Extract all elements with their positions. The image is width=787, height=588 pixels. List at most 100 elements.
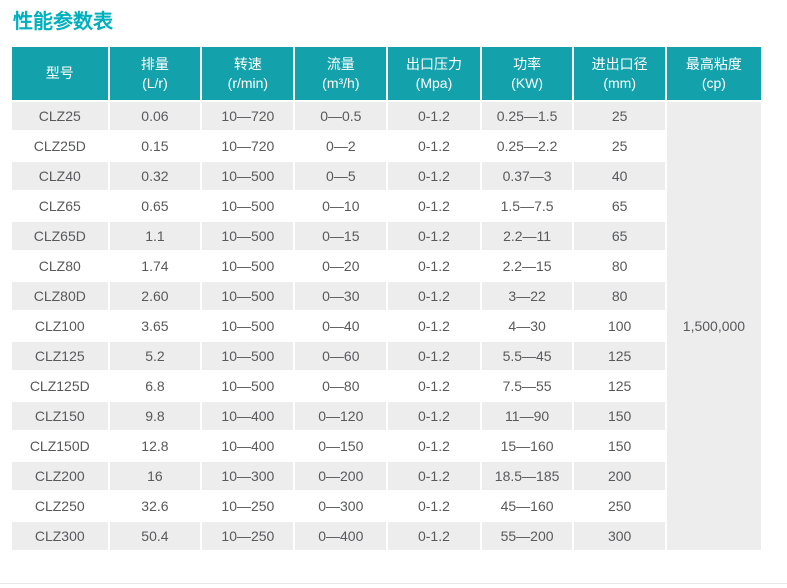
table-cell: CLZ250 [12, 492, 108, 520]
table-cell: 0-1.2 [388, 282, 480, 310]
table-cell: 0—5 [295, 162, 387, 190]
table-cell: 0—400 [295, 522, 387, 550]
table-cell: 0.37—3 [481, 162, 573, 190]
table-cell: 10—500 [202, 222, 294, 250]
table-cell: 0-1.2 [388, 102, 480, 130]
table-cell: 10—500 [202, 342, 294, 370]
table-cell: 0—120 [295, 402, 387, 430]
table-row: CLZ300 50.4 10—250 0—400 0-1.2 55—200 300 [12, 522, 761, 550]
table-cell: 7.5—55 [481, 372, 573, 400]
table-cell: 10—500 [202, 192, 294, 220]
table-cell: 45—160 [481, 492, 573, 520]
table-cell: 10—500 [202, 312, 294, 340]
table-cell: 0—15 [295, 222, 387, 250]
table-cell: 10—720 [202, 132, 294, 160]
table-cell: CLZ80D [12, 282, 108, 310]
table-cell: 32.6 [109, 492, 201, 520]
table-cell: 0—0.5 [295, 102, 387, 130]
col-header-outlet-pressure: 出口压力 (Mpa) [388, 47, 480, 100]
table-cell: CLZ65D [12, 222, 108, 250]
table-cell: 0-1.2 [388, 372, 480, 400]
table-cell: 40 [574, 162, 665, 190]
table-cell: 5.2 [109, 342, 201, 370]
table-cell: 1.74 [109, 252, 201, 280]
table-row: CLZ125 5.2 10—500 0—60 0-1.2 5.5—45 125 [12, 342, 761, 370]
table-cell: 0—80 [295, 372, 387, 400]
table-cell: 125 [574, 372, 665, 400]
table-cell: CLZ80 [12, 252, 108, 280]
bottom-divider [0, 583, 787, 584]
table-cell: 2.2—11 [481, 222, 573, 250]
table-cell: 250 [574, 492, 665, 520]
table-cell: 1.5—7.5 [481, 192, 573, 220]
table-cell: 0.32 [109, 162, 201, 190]
performance-parameter-table: 型号 排量 (L/r) 转速 (r/min) 流量 (m³/h) 出口压力 (Mpa) … [10, 45, 763, 552]
table-cell: 9.8 [109, 402, 201, 430]
table-row: CLZ150 9.8 10—400 0—120 0-1.2 11—90 150 [12, 402, 761, 430]
table-cell: 100 [574, 312, 665, 340]
table-cell: CLZ150D [12, 432, 108, 460]
table-cell: 6.8 [109, 372, 201, 400]
col-header-port-diameter: 进出口径 (mm) [574, 47, 665, 100]
table-row: CLZ100 3.65 10—500 0—40 0-1.2 4—30 100 [12, 312, 761, 340]
table-row: CLZ80 1.74 10—500 0—20 0-1.2 2.2—15 80 [12, 252, 761, 280]
table-row: CLZ25D 0.15 10—720 0—2 0-1.2 0.25—2.2 25 [12, 132, 761, 160]
table-row: CLZ65 0.65 10—500 0—10 0-1.2 1.5—7.5 65 [12, 192, 761, 220]
table-cell: 1.1 [109, 222, 201, 250]
col-header-displacement: 排量 (L/r) [109, 47, 201, 100]
table-cell: 5.5—45 [481, 342, 573, 370]
table-cell: 65 [574, 222, 665, 250]
max-viscosity-merged-cell: 1,500,000 [666, 102, 761, 550]
table-cell: 0—40 [295, 312, 387, 340]
table-cell: 0.15 [109, 132, 201, 160]
table-cell: 2.2—15 [481, 252, 573, 280]
table-cell: 0-1.2 [388, 252, 480, 280]
table-cell: 18.5—185 [481, 462, 573, 490]
table-cell: 10—500 [202, 252, 294, 280]
table-cell: 0.25—2.2 [481, 132, 573, 160]
table-cell: 25 [574, 102, 665, 130]
table-cell: 10—400 [202, 432, 294, 460]
table-cell: 0—150 [295, 432, 387, 460]
table-cell: 0-1.2 [388, 132, 480, 160]
table-cell: 3—22 [481, 282, 573, 310]
col-header-power: 功率 (KW) [481, 47, 573, 100]
table-cell: 80 [574, 282, 665, 310]
table-cell: 150 [574, 402, 665, 430]
table-cell: 12.8 [109, 432, 201, 460]
table-cell: 0-1.2 [388, 222, 480, 250]
table-cell: 0-1.2 [388, 162, 480, 190]
table-cell: 11—90 [481, 402, 573, 430]
table-cell: 10—500 [202, 162, 294, 190]
table-cell: 55—200 [481, 522, 573, 550]
table-cell: CLZ150 [12, 402, 108, 430]
table-cell: 0.25—1.5 [481, 102, 573, 130]
table-cell: 200 [574, 462, 665, 490]
header-row: 型号 排量 (L/r) 转速 (r/min) 流量 (m³/h) 出口压力 (Mpa) … [12, 47, 761, 100]
table-row: CLZ25 0.06 10—720 0—0.5 0-1.2 0.25—1.5 25 1,500… [12, 102, 761, 550]
table-cell: 65 [574, 192, 665, 220]
table-cell: 16 [109, 462, 201, 490]
table-cell: 0-1.2 [388, 402, 480, 430]
table-cell: 15—160 [481, 432, 573, 460]
table-cell: 0—300 [295, 492, 387, 520]
table-cell: 10—250 [202, 522, 294, 550]
table-cell: 10—720 [202, 102, 294, 130]
table-cell: 0—2 [295, 132, 387, 160]
table-row: CLZ65D 1.1 10—500 0—15 0-1.2 2.2—11 65 [12, 222, 761, 250]
table-cell: 0-1.2 [388, 192, 480, 220]
table-cell: 2.60 [109, 282, 201, 310]
table-row: CLZ200 16 10—300 0—200 0-1.2 18.5—185 200 [12, 462, 761, 490]
table-cell: 25 [574, 132, 665, 160]
table-cell: 10—250 [202, 492, 294, 520]
table-cell: 0—200 [295, 462, 387, 490]
table-cell: CLZ200 [12, 462, 108, 490]
col-header-max-viscosity: 最高粘度 (cp) [666, 47, 761, 100]
table-row: CLZ125D 6.8 10—500 0—80 0-1.2 7.5—55 125 [12, 372, 761, 400]
table-cell: 0.06 [109, 102, 201, 130]
table-cell: 10—400 [202, 402, 294, 430]
table-cell: 0—30 [295, 282, 387, 310]
table-cell: CLZ100 [12, 312, 108, 340]
table-row: CLZ150D 12.8 10—400 0—150 0-1.2 15—160 150 [12, 432, 761, 460]
table-cell: 50.4 [109, 522, 201, 550]
